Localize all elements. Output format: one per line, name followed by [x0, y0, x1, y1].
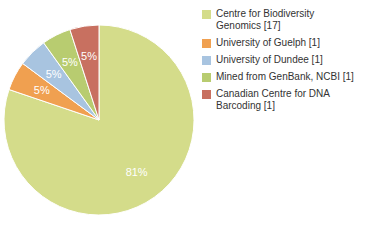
html-text:University of Dundee [1]: University of Dundee [1]	[216, 54, 323, 65]
svg-text:5%: 5%	[34, 84, 50, 96]
html-text:Centre for Biodiversity Genomi: Centre for Biodiversity Genomics [17]	[216, 8, 315, 31]
html-text:Canadian Centre for DNA Barcod: Canadian Centre for DNA Barcoding [1]	[216, 88, 330, 111]
svg-text:81%: 81%	[126, 166, 148, 178]
html-text:University of Guelph [1]: University of Guelph [1]	[216, 37, 320, 48]
svg-text:5%: 5%	[62, 56, 78, 68]
svg-text:5%: 5%	[81, 50, 97, 62]
svg-text:5%: 5%	[46, 68, 62, 80]
html-text:Mined from GenBank, NCBI [1]: Mined from GenBank, NCBI [1]	[216, 71, 354, 82]
